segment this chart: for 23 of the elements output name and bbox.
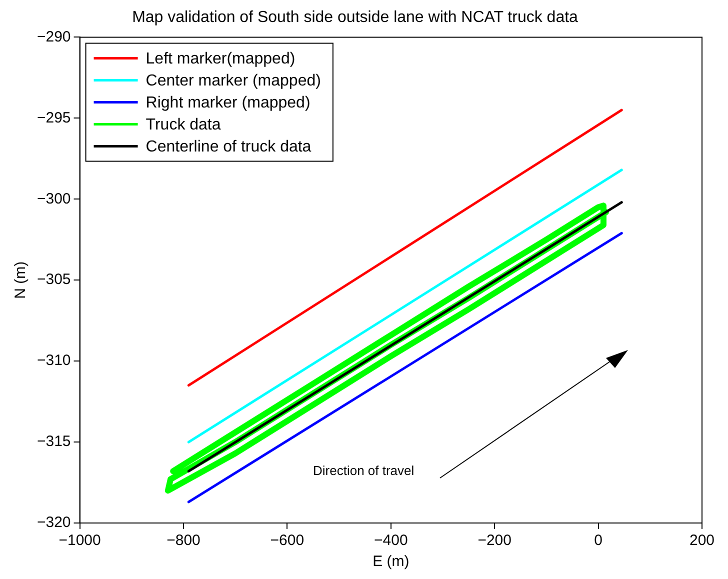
legend-label: Center marker (mapped) — [146, 72, 321, 90]
annotation: Direction of travel — [313, 463, 414, 478]
legend-label: Left marker(mapped) — [146, 50, 296, 68]
x-tick-label: −600 — [270, 532, 304, 550]
x-tick-label: −200 — [478, 532, 512, 550]
x-tick-label: −1000 — [58, 532, 101, 550]
y-tick-label: −320 — [36, 514, 71, 532]
x-tick-label: −400 — [374, 532, 408, 550]
x-axis-title: E (m) — [372, 553, 410, 570]
x-tick-label: 0 — [594, 532, 602, 550]
x-tick-label: 200 — [689, 532, 715, 550]
x-tick-label: −800 — [166, 532, 200, 550]
legend-label: Truck data — [146, 116, 221, 134]
y-tick-label: −295 — [36, 109, 71, 126]
y-tick-label: −310 — [36, 352, 71, 370]
y-tick-label: −300 — [36, 190, 71, 208]
legend-label: Centerline of truck data — [146, 138, 312, 156]
y-tick-label: −315 — [36, 433, 71, 450]
legend-label: Right marker (mapped) — [146, 94, 310, 112]
y-axis-title: N (m) — [12, 261, 30, 299]
y-tick-label: −305 — [36, 271, 71, 288]
y-tick-label: −290 — [36, 28, 71, 46]
chart-title: Map validation of South side outside lane with NCAT truck data — [132, 9, 578, 26]
